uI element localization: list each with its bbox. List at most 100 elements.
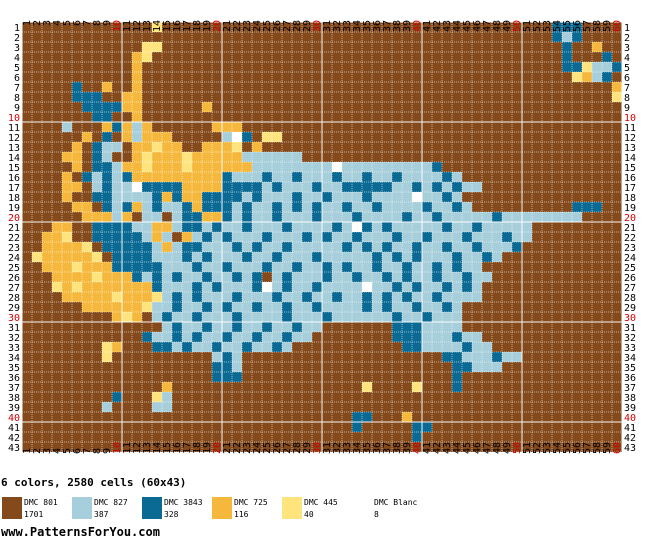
- cell: [92, 162, 102, 172]
- cell: [62, 92, 72, 102]
- cell: [542, 372, 552, 382]
- cell: [202, 172, 212, 182]
- cell: [232, 42, 242, 52]
- column-label: 49: [502, 20, 513, 32]
- cell: [242, 382, 252, 392]
- cell: [192, 242, 202, 252]
- cell: [422, 52, 432, 62]
- cell: [142, 22, 152, 32]
- cell: [252, 382, 262, 392]
- cell: [22, 102, 32, 112]
- cell: [62, 362, 72, 372]
- column-label: 13: [142, 442, 153, 454]
- cell: [92, 222, 102, 232]
- cell: [82, 182, 92, 192]
- cell: [342, 62, 352, 72]
- row-label: 37: [624, 383, 636, 394]
- cell: [272, 142, 282, 152]
- cell: [32, 422, 42, 432]
- cell: [242, 172, 252, 182]
- cell: [422, 432, 432, 442]
- cell: [372, 152, 382, 162]
- cell: [42, 32, 52, 42]
- cell: [32, 412, 42, 422]
- cell: [572, 92, 582, 102]
- cell: [382, 162, 392, 172]
- cell: [482, 162, 492, 172]
- cell: [112, 432, 122, 442]
- cell: [42, 372, 52, 382]
- cell: [242, 52, 252, 62]
- column-label: 6: [72, 448, 83, 454]
- cell: [272, 372, 282, 382]
- cell: [372, 382, 382, 392]
- cell: [552, 332, 562, 342]
- cell: [152, 192, 162, 202]
- cell: [32, 442, 42, 452]
- cell: [482, 72, 492, 82]
- cell: [442, 182, 452, 192]
- cell: [452, 342, 462, 352]
- cell: [422, 312, 432, 322]
- cell: [392, 282, 402, 292]
- cell: [482, 212, 492, 222]
- cell: [212, 322, 222, 332]
- cell: [322, 292, 332, 302]
- cell: [152, 132, 162, 142]
- cell: [512, 382, 522, 392]
- cell: [282, 32, 292, 42]
- cell: [492, 162, 502, 172]
- cell: [212, 42, 222, 52]
- cell: [272, 402, 282, 412]
- cell: [122, 82, 132, 92]
- cell: [532, 262, 542, 272]
- cell: [602, 182, 612, 192]
- cell: [442, 272, 452, 282]
- cell: [112, 162, 122, 172]
- cell: [222, 162, 232, 172]
- cell: [482, 82, 492, 92]
- cell: [212, 362, 222, 372]
- cell: [222, 372, 232, 382]
- cell: [502, 252, 512, 262]
- cell: [352, 142, 362, 152]
- cell: [172, 242, 182, 252]
- cell: [332, 52, 342, 62]
- cell: [602, 272, 612, 282]
- cell: [522, 302, 532, 312]
- cell: [182, 392, 192, 402]
- cell: [122, 272, 132, 282]
- cell: [242, 362, 252, 372]
- cell: [32, 242, 42, 252]
- cell: [332, 342, 342, 352]
- cell: [342, 132, 352, 142]
- cell: [92, 392, 102, 402]
- cell: [492, 152, 502, 162]
- cell: [142, 282, 152, 292]
- cell: [82, 222, 92, 232]
- cell: [242, 442, 252, 452]
- cell: [422, 442, 432, 452]
- labels: 1122334455667788991010111112121313141415…: [8, 20, 636, 454]
- cell: [52, 72, 62, 82]
- column-label: 57: [582, 442, 593, 454]
- cell: [262, 222, 272, 232]
- cell: [572, 362, 582, 372]
- cell: [252, 392, 262, 402]
- cell: [112, 92, 122, 102]
- cell: [372, 392, 382, 402]
- cell: [252, 232, 262, 242]
- cell: [372, 282, 382, 292]
- cell: [482, 172, 492, 182]
- cell: [302, 72, 312, 82]
- cell: [402, 252, 412, 262]
- cell: [142, 72, 152, 82]
- cell: [192, 82, 202, 92]
- cell: [432, 122, 442, 132]
- cell: [492, 182, 502, 192]
- cell: [212, 102, 222, 112]
- cell: [542, 362, 552, 372]
- cell: [72, 192, 82, 202]
- cell: [202, 362, 212, 372]
- cell: [352, 22, 362, 32]
